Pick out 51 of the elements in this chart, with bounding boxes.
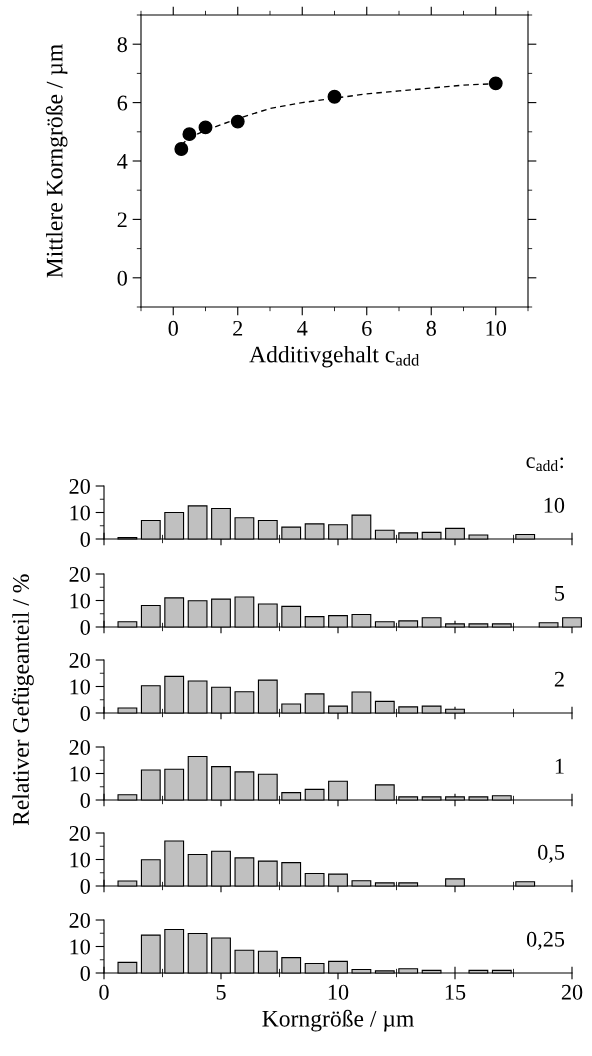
y-axis-title: Relativer Gefügeanteil / %: [12, 574, 34, 826]
y-tick-label: 2: [117, 212, 127, 228]
y-tick-label: 0: [80, 705, 90, 721]
x-tick-label: 8: [426, 320, 436, 336]
x-tick-label: 4: [297, 320, 308, 336]
x-tick-label: 15: [445, 984, 466, 1000]
y-tick-label: 20: [69, 566, 90, 582]
y-tick-label: 20: [69, 912, 90, 928]
x-tick-label: 6: [362, 320, 372, 336]
y-axis-title: Mittlere Korngröße / µm: [45, 44, 68, 278]
annotation: 10: [544, 497, 565, 513]
x-tick-label: 20: [561, 984, 583, 1000]
y-tick-label: 8: [117, 37, 127, 53]
annotation: 5: [555, 585, 565, 601]
y-tick-label: 0: [80, 965, 90, 981]
y-tick-label: 0: [80, 792, 90, 808]
y-tick-label: 10: [70, 505, 90, 521]
y-tick-label: 10: [70, 766, 90, 782]
y-tick-label: 10: [70, 679, 90, 695]
text: c$_{add}$:: [526, 457, 564, 472]
x-axis-title: Korngröße / µm: [262, 1009, 414, 1032]
y-tick-label: 0: [80, 531, 90, 547]
annotation: 1: [555, 758, 564, 774]
y-tick-label: 10: [70, 593, 90, 609]
x-tick-label: 0: [99, 984, 109, 1000]
y-tick-label: 20: [69, 478, 90, 494]
y-tick-label: 20: [69, 739, 90, 755]
y-tick-label: 0: [80, 878, 90, 894]
annotation: 2: [554, 671, 564, 687]
annotation: 0,5: [538, 844, 565, 863]
x-tick-label: 2: [233, 320, 243, 336]
x-axis-title: Additivgehalt c$_{add}$: [249, 345, 420, 368]
x-tick-label: 5: [216, 984, 226, 1000]
y-tick-label: 20: [69, 652, 90, 668]
y-tick-label: 10: [70, 939, 90, 955]
point: [174, 142, 189, 156]
x-tick-label: 10: [328, 984, 349, 1000]
y-tick-label: 4: [117, 154, 128, 169]
y-tick-label: 20: [69, 825, 90, 841]
y-tick-label: 10: [70, 852, 90, 868]
x-tick-label: 10: [486, 320, 507, 336]
point: [327, 89, 342, 104]
y-tick-label: 0: [117, 270, 127, 286]
point: [230, 114, 245, 129]
y-tick-label: 6: [117, 95, 128, 111]
point: [182, 127, 197, 142]
y-tick-label: 0: [80, 619, 90, 635]
annotation: 0,25: [526, 931, 565, 950]
point: [488, 76, 503, 91]
x-tick-label: 0: [168, 320, 178, 336]
point: [198, 120, 213, 135]
